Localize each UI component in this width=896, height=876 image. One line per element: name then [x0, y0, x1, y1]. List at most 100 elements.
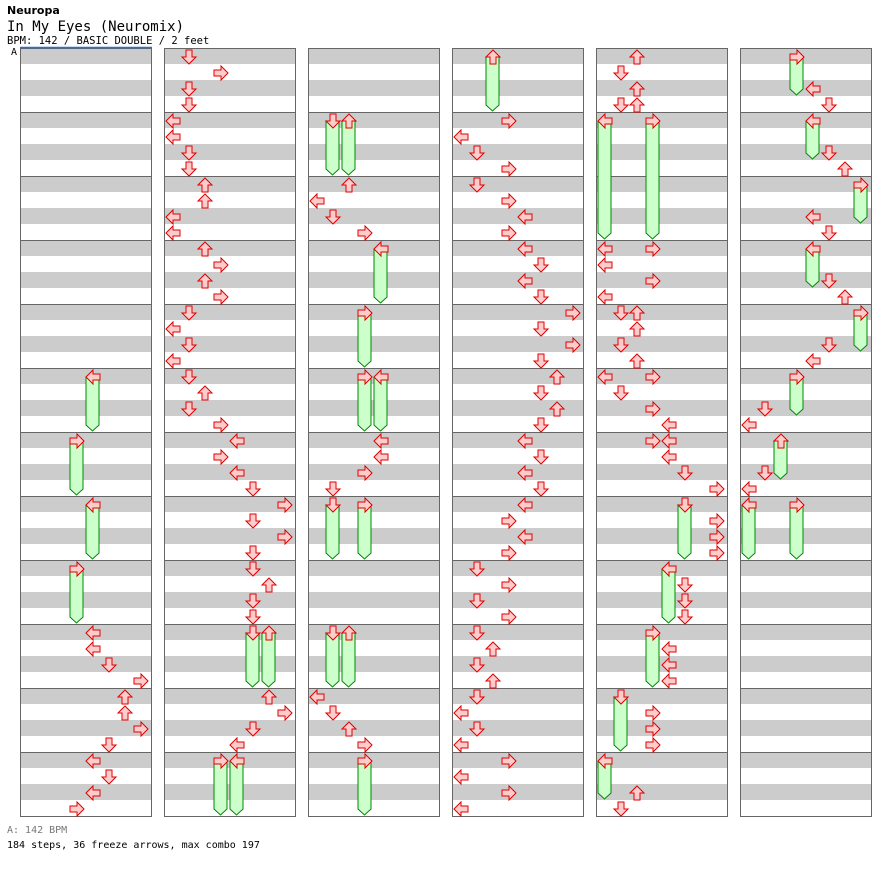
- step-arrow-down: [468, 177, 486, 193]
- step-arrow-right: [69, 560, 85, 578]
- step-arrow-left: [661, 416, 677, 434]
- beat-stripe: [452, 304, 584, 320]
- beat-stripe: [164, 400, 296, 416]
- beat-stripe: [164, 528, 296, 544]
- step-arrow-right: [357, 736, 373, 754]
- step-arrow-right: [645, 368, 661, 386]
- beat-stripe: [164, 176, 296, 192]
- step-arrow-down: [324, 705, 342, 721]
- beat-stripe: [596, 496, 728, 512]
- freeze-arrow-body: [341, 632, 356, 688]
- step-arrow-down: [324, 113, 342, 129]
- step-arrow-right: [213, 64, 229, 82]
- beat-stripe: [308, 688, 440, 704]
- step-arrow-down: [756, 401, 774, 417]
- beat-stripe: [164, 592, 296, 608]
- step-arrow-down: [244, 609, 262, 625]
- beat-stripe: [20, 304, 152, 320]
- beat-stripe: [308, 656, 440, 672]
- step-arrow-down: [612, 305, 630, 321]
- beat-stripe: [164, 720, 296, 736]
- beat-stripe: [452, 528, 584, 544]
- beat-stripe: [164, 304, 296, 320]
- beat-stripe: [308, 720, 440, 736]
- step-arrow-right: [501, 224, 517, 242]
- beat-stripe: [20, 656, 152, 672]
- beat-stripe: [20, 752, 152, 768]
- step-arrow-down: [244, 561, 262, 577]
- step-arrow-left: [373, 432, 389, 450]
- step-arrow-left: [517, 496, 533, 514]
- step-arrow-right: [357, 368, 373, 386]
- step-arrow-right: [565, 336, 581, 354]
- step-arrow-right: [277, 704, 293, 722]
- step-arrow-up: [628, 49, 646, 65]
- step-arrow-right: [133, 672, 149, 690]
- beat-stripe: [452, 112, 584, 128]
- beat-stripe: [308, 176, 440, 192]
- step-arrow-down: [324, 497, 342, 513]
- step-arrow-down: [468, 145, 486, 161]
- beat-stripe: [20, 624, 152, 640]
- step-arrow-up: [260, 625, 278, 641]
- beat-stripe: [740, 304, 872, 320]
- step-arrow-up: [116, 689, 134, 705]
- step-arrow-right: [709, 528, 725, 546]
- freeze-arrow-body: [741, 504, 756, 560]
- step-arrow-right: [645, 240, 661, 258]
- beat-stripe: [20, 80, 152, 96]
- beat-stripe: [20, 240, 152, 256]
- step-arrow-right: [357, 224, 373, 242]
- freeze-arrow-body: [613, 696, 628, 752]
- step-arrow-down: [612, 65, 630, 81]
- beat-stripe: [452, 144, 584, 160]
- freeze-arrow-body: [325, 632, 340, 688]
- beat-stripe: [596, 432, 728, 448]
- step-arrow-right: [213, 752, 229, 770]
- bpm-legend: A: 142 BPM: [7, 825, 68, 836]
- artist-name: Neuropa: [7, 4, 60, 17]
- step-arrow-up: [196, 241, 214, 257]
- step-arrow-right: [357, 304, 373, 322]
- beat-stripe: [308, 240, 440, 256]
- column-panel: [596, 48, 728, 817]
- step-arrow-right: [69, 432, 85, 450]
- step-arrow-up: [340, 625, 358, 641]
- column-panel: [164, 48, 296, 817]
- step-arrow-down: [180, 161, 198, 177]
- step-arrow-right: [645, 112, 661, 130]
- step-arrow-up: [484, 673, 502, 689]
- song-title: In My Eyes (Neuromix): [7, 19, 185, 35]
- step-arrow-left: [597, 752, 613, 770]
- step-arrow-down: [244, 545, 262, 561]
- step-arrow-down: [180, 81, 198, 97]
- step-arrow-left: [661, 432, 677, 450]
- step-arrow-left: [309, 192, 325, 210]
- beat-stripe: [164, 432, 296, 448]
- step-arrow-down: [468, 625, 486, 641]
- step-arrow-up: [628, 97, 646, 113]
- column-panel: [452, 48, 584, 817]
- step-arrow-up: [196, 273, 214, 289]
- beat-stripe: [164, 624, 296, 640]
- beat-stripe: [740, 80, 872, 96]
- beat-stripe: [452, 400, 584, 416]
- beat-stripe: [308, 48, 440, 64]
- step-arrow-up: [836, 289, 854, 305]
- step-arrow-left: [85, 752, 101, 770]
- step-arrow-down: [180, 369, 198, 385]
- beat-stripe: [164, 656, 296, 672]
- step-arrow-right: [645, 720, 661, 738]
- step-arrow-right: [789, 48, 805, 66]
- beat-stripe: [596, 368, 728, 384]
- freeze-arrow-body: [341, 120, 356, 176]
- beat-stripe: [452, 208, 584, 224]
- beat-stripe: [308, 784, 440, 800]
- freeze-arrow-body: [373, 248, 388, 304]
- step-arrow-up: [628, 785, 646, 801]
- step-arrow-down: [820, 273, 838, 289]
- beat-stripe: [164, 112, 296, 128]
- step-arrow-up: [548, 369, 566, 385]
- step-arrow-left: [373, 448, 389, 466]
